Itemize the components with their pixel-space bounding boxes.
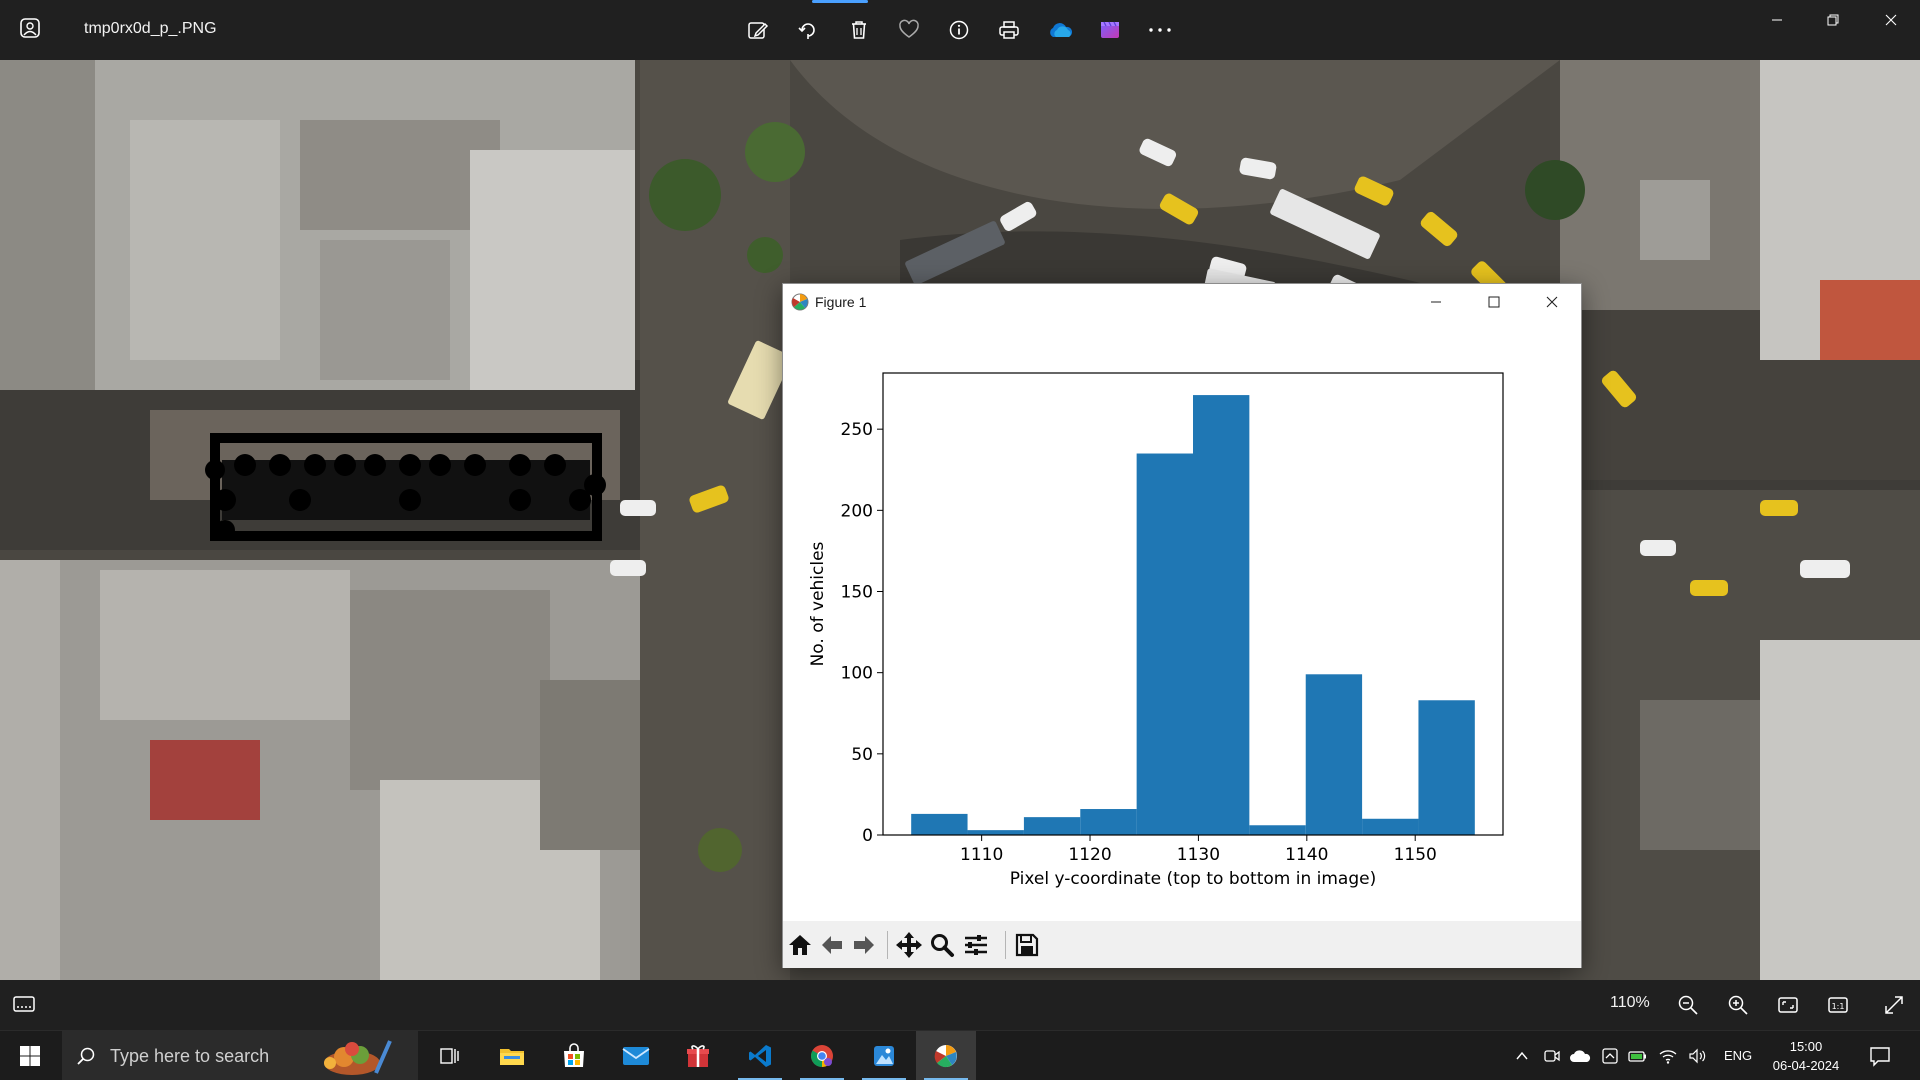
figure-navigation-toolbar: [783, 921, 1581, 968]
gift-app-icon[interactable]: [668, 1031, 728, 1080]
y-axis-label: No. of vehicles: [808, 541, 828, 666]
restore-button[interactable]: [1804, 0, 1862, 40]
input-language[interactable]: ENG: [1724, 1048, 1753, 1063]
histogram-bar-10: [1418, 700, 1475, 835]
histogram-bar-9: [1362, 818, 1419, 835]
axes-frame: [882, 372, 1504, 836]
figure-minimize-button[interactable]: [1407, 284, 1465, 320]
zoom-icon[interactable]: [927, 930, 957, 960]
x-tick-label: 1150: [1394, 845, 1437, 865]
clipchamp-icon[interactable]: [1096, 16, 1124, 44]
search-highlight-illustration-icon: [324, 1040, 392, 1075]
photos-bottom-bar: 110% 1:1: [0, 980, 1920, 1030]
x-tick-label: 1130: [1177, 845, 1220, 865]
histogram-bar-3: [1023, 817, 1081, 835]
file-title: tmp0rx0d_p_.PNG: [84, 20, 217, 37]
python-matplotlib-taskbar-icon[interactable]: [916, 1031, 976, 1080]
y-tick-label: 250: [841, 420, 873, 440]
chrome-icon[interactable]: [792, 1031, 852, 1080]
print-icon[interactable]: [995, 16, 1023, 44]
onedrive-tray-icon[interactable]: [1568, 1044, 1592, 1068]
network-drive-icon[interactable]: [1598, 1044, 1622, 1068]
figure-close-button[interactable]: [1523, 284, 1581, 320]
clock-date: 06-04-2024: [1772, 1058, 1840, 1073]
taskbar: Type here to search: [0, 1030, 1920, 1080]
meet-now-icon[interactable]: [1540, 1044, 1564, 1068]
x-tick-label: 1140: [1285, 845, 1328, 865]
delete-icon[interactable]: [845, 16, 873, 44]
taskbar-search-box[interactable]: Type here to search: [62, 1031, 418, 1080]
image-viewer[interactable]: Figure 1 1110 1120 1130 1140 1150 0 50 100 150 2…: [0, 60, 1920, 980]
zoom-in-icon[interactable]: [1724, 991, 1752, 1019]
clock-time: 15:00: [1789, 1039, 1823, 1054]
battery-icon[interactable]: [1626, 1044, 1650, 1068]
histogram-bar-2: [967, 830, 1024, 835]
notification-center-icon[interactable]: [1866, 1042, 1894, 1070]
figure-title: Figure 1: [815, 294, 867, 310]
active-tool-indicator: [812, 0, 868, 3]
forward-icon[interactable]: [849, 930, 879, 960]
configure-subplots-icon[interactable]: [961, 930, 991, 960]
task-view-icon[interactable]: [420, 1031, 480, 1080]
search-placeholder: Type here to search: [110, 1045, 270, 1066]
close-button[interactable]: [1862, 0, 1920, 40]
y-tick-label: 200: [841, 501, 873, 521]
full-screen-icon[interactable]: [1880, 991, 1908, 1019]
actual-size-icon[interactable]: 1:1: [1824, 991, 1852, 1019]
save-icon[interactable]: [1012, 930, 1042, 960]
mail-icon[interactable]: [606, 1031, 666, 1080]
photos-title-bar: tmp0rx0d_p_.PNG: [0, 0, 1920, 60]
histogram-bar-4: [1080, 809, 1137, 835]
toolbar-separator: [1005, 931, 1006, 959]
start-button[interactable]: [0, 1031, 60, 1080]
histogram-bar-6: [1193, 395, 1250, 835]
zoom-level: 110%: [1610, 994, 1650, 1011]
info-icon[interactable]: [945, 16, 973, 44]
y-tick-label: 100: [841, 664, 873, 684]
home-icon[interactable]: [785, 930, 815, 960]
onedrive-icon[interactable]: [1046, 16, 1074, 44]
x-axis-label: Pixel y-coordinate (top to bottom in ima…: [1010, 869, 1376, 889]
file-explorer-icon[interactable]: [482, 1031, 542, 1080]
search-icon: [77, 1047, 95, 1065]
windows-logo-icon: [20, 1046, 40, 1066]
fit-to-window-icon[interactable]: [1774, 991, 1802, 1019]
rotate-icon[interactable]: [794, 16, 822, 44]
x-tick-label: 1120: [1068, 845, 1111, 865]
filmstrip-icon[interactable]: [12, 992, 36, 1020]
vscode-icon[interactable]: [730, 1031, 790, 1080]
pan-icon[interactable]: [894, 930, 924, 960]
system-clock[interactable]: 15:00 06-04-2024: [1766, 1037, 1846, 1075]
histogram-bar-8: [1305, 674, 1363, 835]
favorite-icon[interactable]: [895, 16, 923, 44]
histogram-bar-7: [1249, 825, 1306, 835]
histogram-bar-5: [1136, 453, 1193, 835]
more-icon[interactable]: [1146, 16, 1174, 44]
microsoft-store-icon[interactable]: [544, 1031, 604, 1080]
wifi-icon[interactable]: [1656, 1044, 1680, 1068]
toolbar-separator: [887, 931, 888, 959]
zoom-out-icon[interactable]: [1674, 991, 1702, 1019]
y-tick-label: 0: [862, 826, 873, 846]
histogram-bar-1: [911, 813, 968, 835]
photos-taskbar-icon[interactable]: [854, 1031, 914, 1080]
x-tick-label: 1110: [960, 845, 1003, 865]
y-tick-label: 150: [841, 583, 873, 603]
back-icon[interactable]: [817, 930, 847, 960]
svg-text:1:1: 1:1: [1832, 1002, 1845, 1011]
y-tick-label: 50: [851, 745, 873, 765]
figure-maximize-button[interactable]: [1465, 284, 1523, 320]
photos-app-icon: [18, 16, 42, 40]
volume-icon[interactable]: [1686, 1044, 1710, 1068]
figure-window[interactable]: Figure 1 1110 1120 1130 1140 1150 0 50 100 150 2…: [782, 283, 1582, 968]
edit-image-icon[interactable]: [744, 16, 772, 44]
minimize-button[interactable]: [1748, 0, 1806, 40]
show-hidden-icons-icon[interactable]: [1510, 1044, 1534, 1068]
histogram-plot: 1110 1120 1130 1140 1150 0 50 100 150 200 250 Pix…: [808, 372, 1504, 889]
figure-title-bar[interactable]: Figure 1: [783, 284, 1581, 320]
matplotlib-icon: [791, 293, 809, 311]
